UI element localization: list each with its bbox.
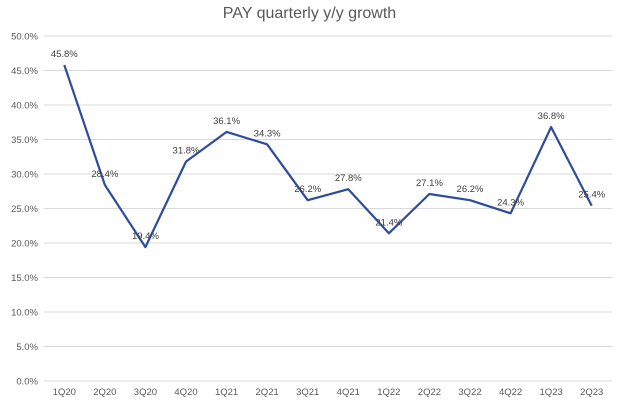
- data-label: 27.1%: [416, 178, 443, 189]
- y-axis-ticks: 0.0% 5.0% 10.0% 15.0% 20.0% 25.0% 30.0% 35.0% 40…: [11, 32, 38, 388]
- y-tick-label: 10.0%: [11, 308, 38, 319]
- x-tick-label: 3Q21: [296, 387, 319, 398]
- y-tick-label: 25.0%: [11, 204, 38, 215]
- series-line-path: [63, 64, 593, 249]
- x-tick-label: 1Q22: [377, 387, 400, 398]
- y-tick-label: 5.0%: [16, 342, 38, 353]
- gridlines: [44, 35, 612, 382]
- x-tick-label: 1Q20: [53, 387, 76, 398]
- data-label: 34.3%: [254, 128, 281, 139]
- series-line: [63, 64, 593, 249]
- y-tick-label: 0.0%: [16, 377, 38, 388]
- y-tick-label: 35.0%: [11, 135, 38, 146]
- data-label: 26.2%: [294, 184, 321, 195]
- x-tick-label: 3Q20: [134, 387, 157, 398]
- y-tick-label: 40.0%: [11, 101, 38, 112]
- data-label: 27.8%: [335, 173, 362, 184]
- y-tick-label: 30.0%: [11, 170, 38, 181]
- x-tick-label: 4Q20: [174, 387, 197, 398]
- data-label: 19.4%: [132, 231, 159, 242]
- x-tick-label: 2Q21: [256, 387, 279, 398]
- data-labels: 45.8% 28.4% 19.4% 31.8% 36.1% 34.3% 26.2% 27.8%…: [51, 49, 606, 242]
- data-label: 45.8%: [51, 49, 78, 60]
- x-tick-label: 1Q21: [215, 387, 238, 398]
- x-tick-label: 4Q21: [337, 387, 360, 398]
- data-label: 26.2%: [457, 184, 484, 195]
- x-tick-label: 4Q22: [499, 387, 522, 398]
- chart-title: PAY quarterly y/y growth: [222, 5, 397, 22]
- x-tick-label: 3Q22: [458, 387, 481, 398]
- x-tick-label: 2Q23: [580, 387, 603, 398]
- y-tick-label: 50.0%: [11, 32, 38, 43]
- data-label: 24.3%: [497, 197, 524, 208]
- data-label: 36.8%: [538, 111, 565, 122]
- data-label: 25.4%: [578, 190, 605, 201]
- x-tick-label: 2Q20: [93, 387, 116, 398]
- data-label: 31.8%: [173, 146, 200, 157]
- y-tick-label: 20.0%: [11, 239, 38, 250]
- data-label: 28.4%: [91, 169, 118, 180]
- x-axis-ticks: 1Q20 2Q20 3Q20 4Q20 1Q21 2Q21 3Q21 4Q21 1Q22 2Q22…: [53, 387, 604, 398]
- y-tick-label: 15.0%: [11, 273, 38, 284]
- data-label: 36.1%: [213, 116, 240, 127]
- y-tick-label: 45.0%: [11, 66, 38, 77]
- x-tick-label: 1Q23: [540, 387, 563, 398]
- x-tick-label: 2Q22: [418, 387, 441, 398]
- data-label: 21.4%: [375, 217, 402, 228]
